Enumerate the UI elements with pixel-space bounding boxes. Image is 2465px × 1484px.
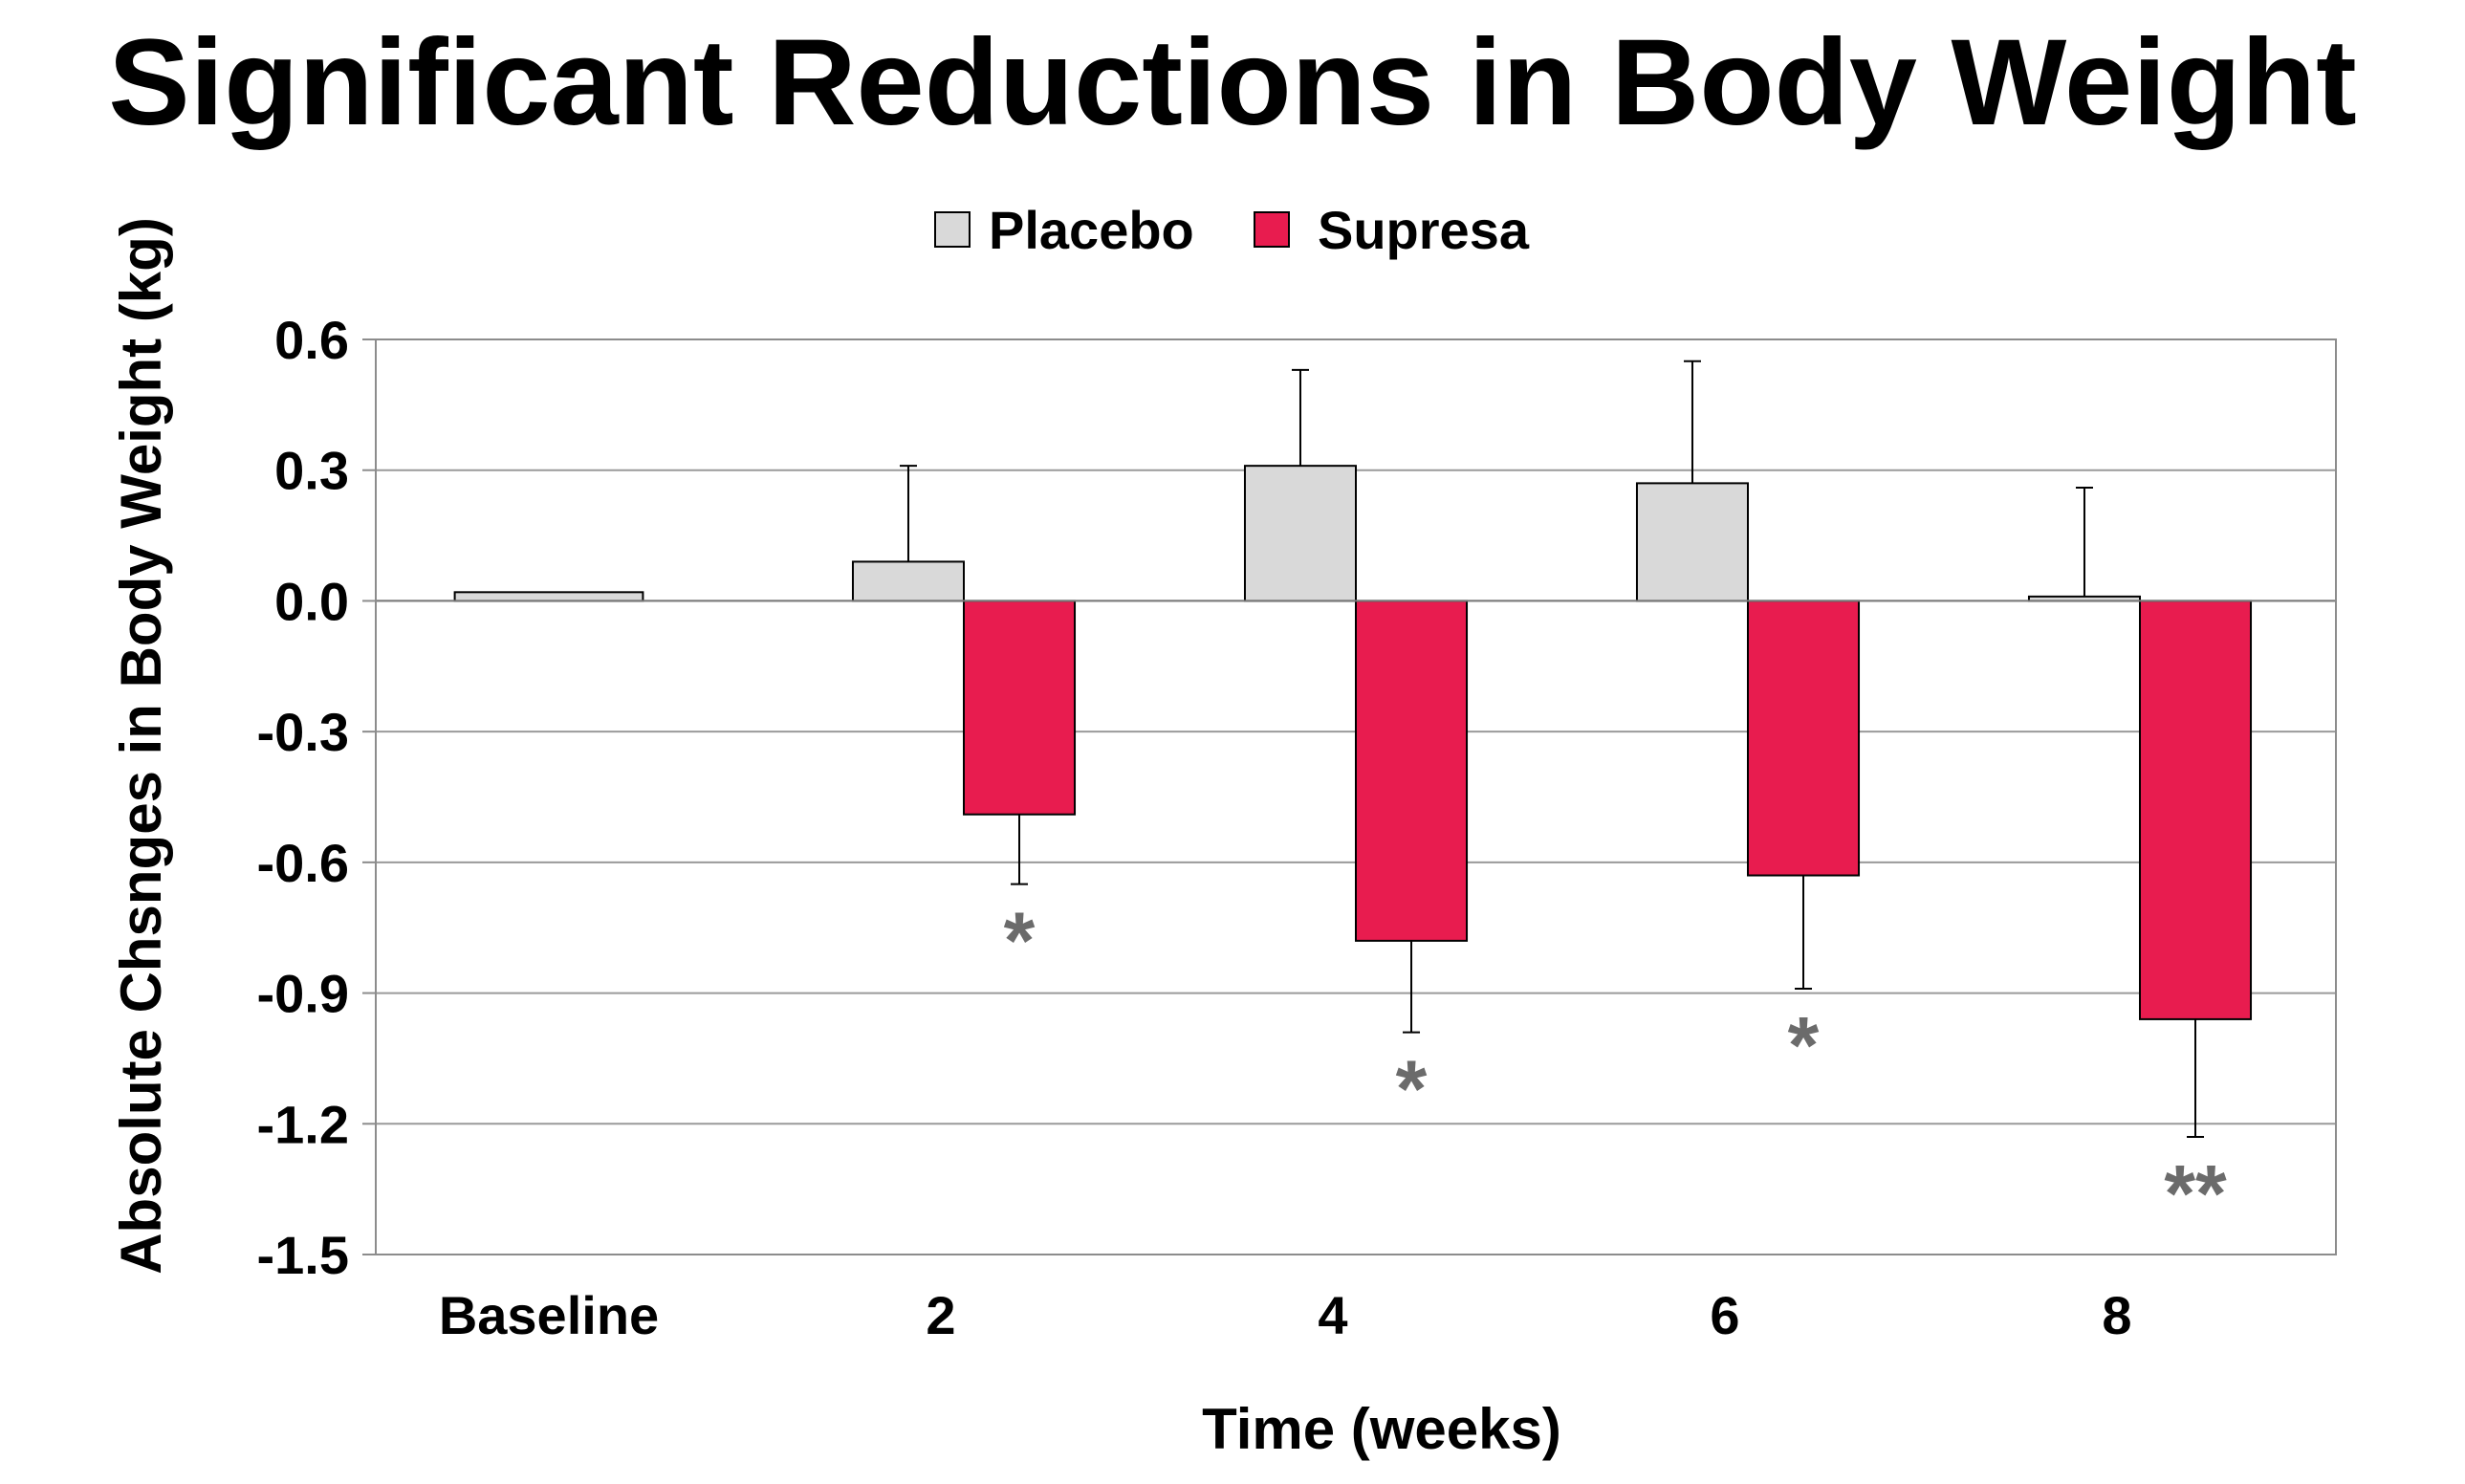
chart-title: Significant Reductions in Body Weight	[108, 14, 2356, 151]
bar-placebo	[851, 560, 965, 602]
bar-placebo	[453, 591, 644, 602]
significance-marker: *	[1004, 896, 1036, 986]
x-axis-label: Time (weeks)	[1202, 1397, 1561, 1461]
significance-marker: **	[2164, 1148, 2227, 1238]
y-tick-label: -1.2	[257, 1094, 350, 1154]
legend-swatch-placebo	[934, 211, 971, 248]
plot-frame	[375, 338, 2337, 1255]
y-tick-label: 0.3	[274, 441, 349, 501]
y-axis-ticks: 0.6 0.3 0.0 -0.3 -0.6 -0.9 -1.2 -1.5	[257, 310, 376, 1285]
bar-supresa	[2139, 600, 2253, 1020]
y-axis-label: Absolute Chsnges in Body Weight (kg)	[109, 217, 173, 1275]
bar-supresa	[1747, 600, 1861, 877]
x-axis-ticks: Baseline 2 4 6 8	[439, 1285, 2132, 1345]
legend-swatch-supresa	[1254, 211, 1290, 248]
significance-marker: *	[1396, 1044, 1428, 1134]
bar-supresa	[1355, 600, 1469, 942]
y-tick-label: 0.6	[274, 310, 349, 370]
x-tick-label: 8	[2102, 1285, 2131, 1345]
bar-placebo	[1243, 465, 1357, 602]
y-tick-label: -1.5	[257, 1225, 350, 1285]
bars	[376, 465, 2336, 1020]
legend-label-supresa: Supresa	[1318, 200, 1530, 260]
significance-markers: ** ***	[1004, 896, 2227, 1238]
y-tick-label: -0.6	[257, 833, 350, 893]
y-tick-label: 0.0	[274, 571, 349, 631]
x-tick-label: 2	[926, 1285, 955, 1345]
x-tick-label: 4	[1318, 1285, 1347, 1345]
x-tick-label: Baseline	[439, 1285, 659, 1345]
error-bars	[899, 360, 2205, 1138]
bar-placebo	[1635, 482, 1749, 602]
x-tick-label: 6	[1710, 1285, 1739, 1345]
bar-supresa	[963, 600, 1077, 816]
significance-marker: *	[1788, 1000, 1820, 1090]
y-tick-label: -0.9	[257, 964, 350, 1024]
legend-label-placebo: Placebo	[989, 200, 1194, 260]
y-tick-label: -0.3	[257, 702, 350, 762]
legend: Placebo Supresa	[934, 200, 1530, 260]
